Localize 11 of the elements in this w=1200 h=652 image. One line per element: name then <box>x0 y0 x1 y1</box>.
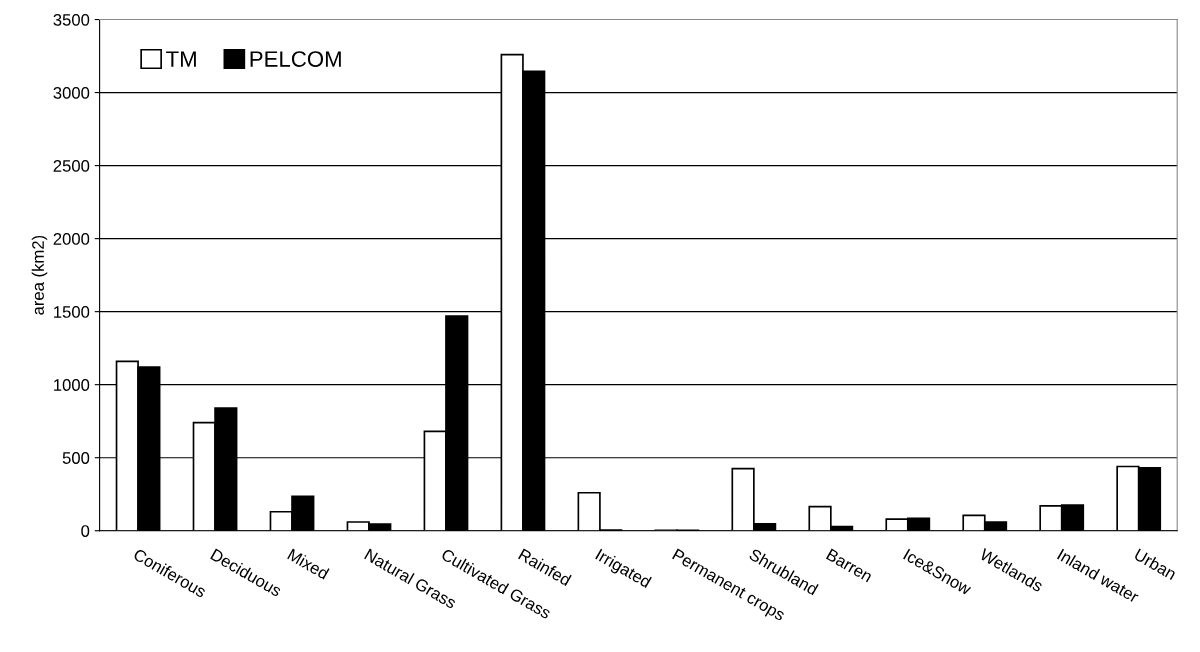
y-tick-label: 1000 <box>54 379 90 391</box>
y-tick-label: 500 <box>62 452 90 464</box>
y-axis-title: area (km2) <box>31 235 48 315</box>
legend-label: PELCOM <box>250 51 341 67</box>
y-tick-label: 3000 <box>53 86 90 99</box>
y-tick-label: 2500 <box>53 160 90 172</box>
y-tick-label: 1500 <box>54 306 90 318</box>
y-tick-label: 3500 <box>53 13 90 26</box>
legend-label: TM <box>166 51 196 67</box>
y-tick-label: 0 <box>81 525 90 537</box>
y-tick-label: 2000 <box>53 233 90 245</box>
